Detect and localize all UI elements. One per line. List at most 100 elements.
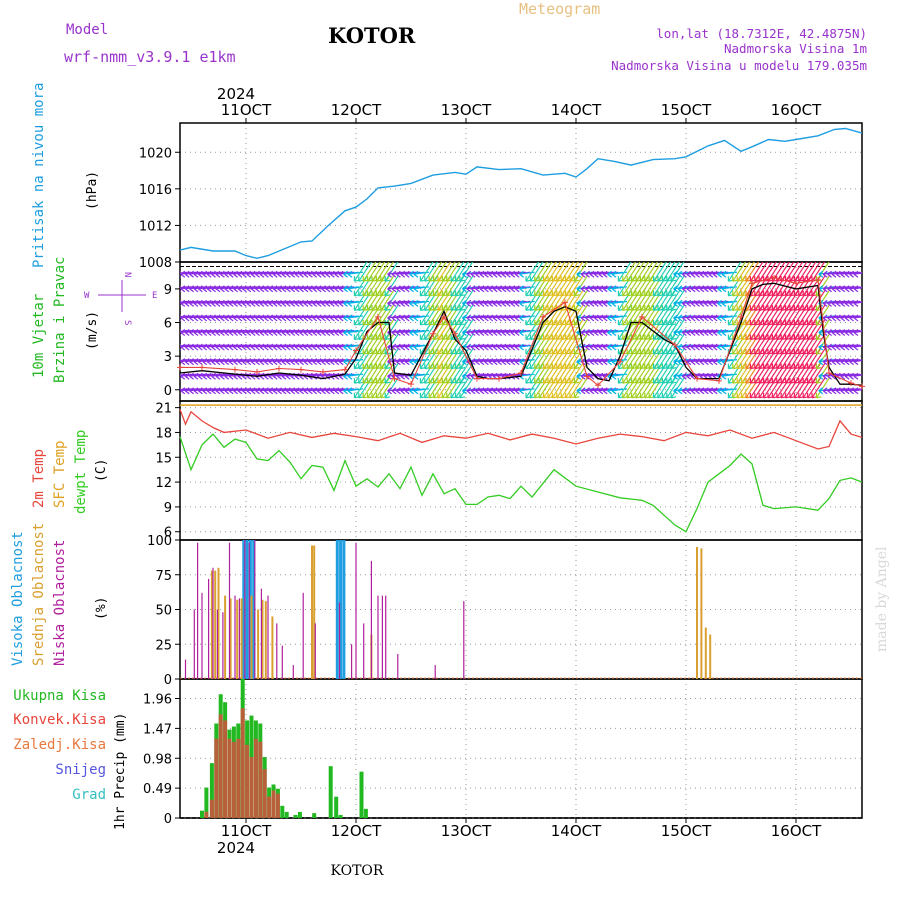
- wind-gust-marker: [540, 313, 546, 320]
- precip-bar-conv: [214, 738, 219, 818]
- precip-bar-conv: [258, 741, 263, 818]
- precip-label-conv: Konvek.Kisa: [13, 712, 106, 728]
- precip-bar-conv: [245, 744, 250, 818]
- precip-bar-conv: [271, 790, 276, 818]
- y-tick-label: 15: [155, 451, 172, 466]
- wind-gust-marker: [474, 375, 480, 382]
- wind-gust-marker: [441, 313, 447, 320]
- y-tick-label: 0: [164, 384, 172, 399]
- wind-gust-marker: [430, 330, 436, 337]
- precip-bar-total: [293, 814, 298, 818]
- wind-gust-marker: [375, 313, 381, 320]
- y-tick-label: 50: [155, 604, 172, 619]
- compass-s: S: [122, 320, 132, 325]
- y-tick-label: 1008: [139, 256, 172, 271]
- precip-bar-total: [328, 766, 333, 818]
- wind-gust-marker: [254, 368, 260, 375]
- precip-bar-conv: [223, 720, 228, 818]
- wind-gust-marker: [276, 365, 282, 372]
- x-tick-label-top: 13OCT: [441, 101, 492, 119]
- precip-label-snow: Snijeg: [55, 762, 106, 778]
- wind-gust-marker: [353, 347, 359, 354]
- precip-bar-conv: [267, 796, 272, 818]
- y-tick-label: 9: [164, 283, 172, 298]
- x-tick-label-top: 11OCT: [221, 101, 272, 119]
- lonlat-text: lon,lat (18.7312E, 42.4875N): [656, 26, 867, 41]
- y-tick-label: 3: [164, 350, 172, 365]
- precip-bar-conv: [209, 799, 214, 818]
- y-tick-label: 18: [155, 426, 172, 441]
- compass-n: N: [122, 272, 132, 277]
- precip-bar-conv: [204, 811, 209, 818]
- precip-bar-total: [204, 787, 209, 818]
- wind-gust-marker: [177, 364, 183, 371]
- x-tick-label-top: 16OCT: [771, 101, 822, 119]
- wind-gust-marker: [617, 358, 623, 365]
- precip-bar-total: [312, 813, 317, 818]
- compass-icon: N S W E: [84, 272, 157, 325]
- temp-ylabel: (C): [94, 459, 109, 482]
- x-tick-label-top: 15OCT: [661, 101, 712, 119]
- wind-gust-marker: [452, 330, 458, 337]
- wind-gust-marker: [771, 274, 777, 281]
- wind-gust-marker: [716, 377, 722, 384]
- x-tick-label-top: 14OCT: [551, 101, 602, 119]
- model-name: wrf-nmm_v3.9.1 e1km: [64, 48, 236, 66]
- y-tick-label: 9: [164, 501, 172, 516]
- y-tick-label: 25: [155, 638, 172, 653]
- y-tick-label: 1.47: [143, 722, 172, 737]
- y-tick-label: 75: [155, 569, 172, 584]
- precip-label-hail: Grad: [72, 787, 106, 803]
- precip-bar-total: [338, 814, 343, 818]
- wind-gust-marker: [562, 299, 568, 306]
- precip-bar-conv: [231, 741, 236, 818]
- precip-bar-conv: [227, 738, 232, 818]
- year-bottom: 2024: [217, 839, 255, 857]
- panel-frame: [179, 400, 863, 541]
- x-tick-label-bottom: 14OCT: [551, 822, 602, 840]
- wind-gust-marker: [232, 366, 238, 373]
- model-elevation-text: Nadmorska Visina u modelu 179.035m: [611, 58, 867, 73]
- precip-bar-conv: [218, 714, 223, 818]
- wind-gust-marker: [320, 368, 326, 375]
- wind-gust-marker: [694, 375, 700, 382]
- wind-gust-marker: [859, 383, 865, 390]
- wind-gust-marker: [738, 313, 744, 320]
- precip-bar-total: [284, 811, 289, 818]
- y-tick-label: 6: [164, 317, 172, 332]
- cloud-side-label-high: Visoka Oblacnost: [10, 531, 26, 666]
- panel-0: 1008 1012 1016 1020: [139, 122, 863, 271]
- wind-side-label-1: 10m Vjetar: [31, 294, 47, 378]
- temp-2m-line: [179, 409, 863, 450]
- precip-label-total: Ukupna Kisa: [13, 688, 106, 704]
- precip-bar-conv: [249, 757, 254, 818]
- y-tick-label: 0.49: [143, 782, 172, 797]
- y-tick-label: 1.96: [143, 693, 172, 708]
- pressure-side-label: Pritisak na nivou mora: [31, 83, 47, 268]
- wind-gust-marker: [408, 381, 414, 388]
- dewpoint-line: [179, 433, 863, 533]
- y-tick-label: 1020: [139, 146, 172, 161]
- precip-bar-total: [297, 811, 302, 818]
- precip-bar-total: [334, 796, 339, 818]
- model-label: Model: [66, 22, 108, 38]
- panel-2: 6 9 12 15 18 21: [155, 400, 863, 541]
- pressure-line: [179, 127, 863, 260]
- y-tick-label: 12: [155, 476, 172, 491]
- meteogram-title: Meteogram: [519, 0, 600, 18]
- precip-bar-total: [209, 763, 214, 818]
- x-tick-label-bottom: 13OCT: [441, 822, 492, 840]
- wind-gust-marker: [584, 373, 590, 380]
- y-tick-label: 100: [147, 534, 172, 549]
- panel-4: 0 0.49 0.98 1.47 1.96: [143, 678, 863, 827]
- y-tick-label: 1016: [139, 183, 172, 198]
- pressure-ylabel: (hPa): [85, 171, 100, 210]
- year-top: 2024: [217, 85, 255, 103]
- y-tick-label: 0.98: [143, 752, 172, 767]
- wind-ylabel: (m/s): [85, 311, 100, 350]
- compass-w: W: [84, 291, 90, 301]
- compass-e: E: [152, 291, 157, 301]
- precip-bar-conv: [275, 793, 280, 818]
- wind-gust-marker: [391, 375, 398, 382]
